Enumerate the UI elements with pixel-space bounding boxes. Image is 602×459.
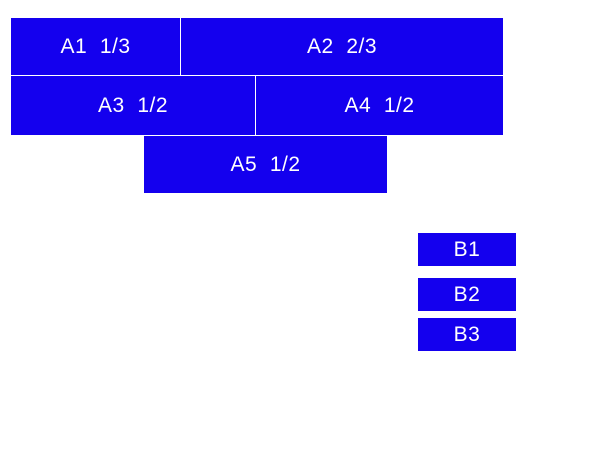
block-a1-label: A1 1/3 <box>60 35 131 58</box>
block-a4[interactable]: A4 1/2 <box>256 76 503 135</box>
block-b2[interactable]: B2 <box>418 278 516 311</box>
block-a5[interactable]: A5 1/2 <box>144 136 387 193</box>
block-a2-label: A2 2/3 <box>306 35 378 58</box>
block-b1-label: B1 <box>453 238 481 261</box>
block-a4-label: A4 1/2 <box>344 94 415 117</box>
block-b2-label: B2 <box>453 283 481 306</box>
block-a2[interactable]: A2 2/3 <box>181 18 503 75</box>
block-b3-label: B3 <box>453 323 481 346</box>
block-a3[interactable]: A3 1/2 <box>11 76 255 135</box>
block-b1[interactable]: B1 <box>418 233 516 266</box>
block-a1[interactable]: A1 1/3 <box>11 18 180 75</box>
block-b3[interactable]: B3 <box>418 318 516 351</box>
block-a3-label: A3 1/2 <box>97 94 169 117</box>
block-a5-label: A5 1/2 <box>230 153 301 176</box>
